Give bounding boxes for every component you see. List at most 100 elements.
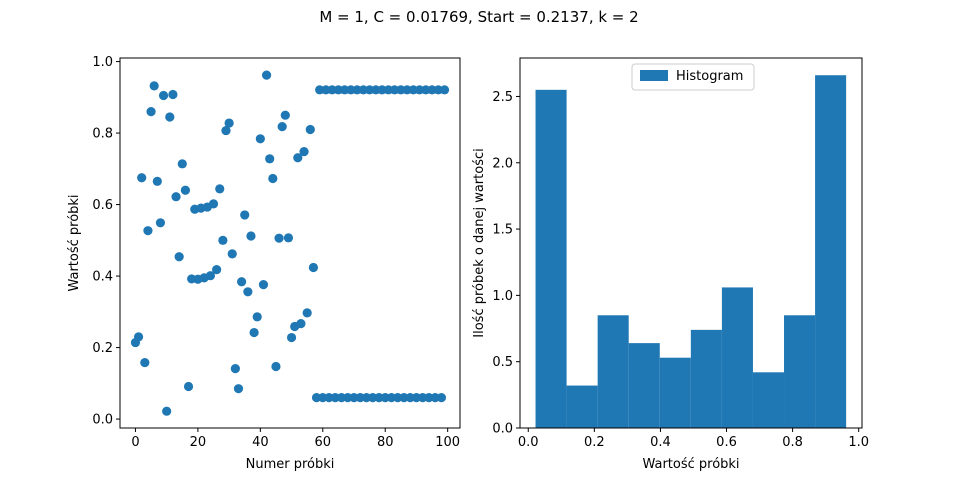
x-tick-label: 40	[252, 435, 269, 450]
histogram-bar	[628, 343, 660, 428]
histogram-bars	[535, 75, 847, 429]
scatter-point	[237, 277, 247, 287]
scatter-plot-ticks: 0 20 40 60 80 100 0.0 0.2 0.4 0.6 0.8 1.0	[92, 55, 460, 450]
histogram-bar	[752, 372, 785, 428]
y-tick-label: 0.5	[492, 355, 513, 370]
scatter-point	[165, 112, 175, 122]
scatter-point	[230, 364, 240, 374]
scatter-point	[277, 122, 287, 132]
histogram-bar	[535, 89, 567, 429]
histogram-bar	[815, 75, 847, 428]
scatter-point	[258, 280, 269, 290]
scatter-point	[286, 332, 297, 343]
y-tick-label: 2.5	[492, 90, 513, 105]
x-tick-label: 0.6	[716, 435, 737, 450]
y-tick-label: 0.0	[492, 422, 513, 437]
scatter-point	[265, 154, 275, 164]
scatter-point	[162, 406, 172, 416]
y-tick-label: 1.0	[492, 289, 513, 304]
x-tick-label: 100	[435, 435, 460, 450]
x-tick-label: 1.0	[848, 435, 869, 450]
histogram-bar	[784, 315, 816, 428]
histogram-bar	[566, 385, 598, 428]
histogram-bar	[659, 357, 691, 428]
scatter-point	[171, 192, 181, 202]
scatter-point	[143, 226, 153, 236]
scatter-point	[149, 81, 159, 91]
scatter-point	[215, 184, 225, 194]
x-tick-label: 0.2	[584, 435, 605, 450]
x-tick-label: 60	[315, 435, 332, 450]
x-tick-label: 0.8	[782, 435, 803, 450]
figure-title: M = 1, C = 0.01769, Start = 0.2137, k = …	[319, 8, 638, 26]
scatter-point	[155, 218, 166, 228]
scatter-plot-points	[130, 70, 450, 416]
scatter-y-axis-label: Wartość próbki	[67, 194, 82, 291]
histogram-legend: Histogram	[631, 63, 755, 91]
scatter-point	[212, 265, 222, 275]
scatter-point	[177, 159, 187, 169]
scatter-x-axis-label: Numer próbki	[246, 457, 335, 472]
scatter-point	[146, 107, 156, 117]
legend-entry-histogram: Histogram	[676, 69, 743, 84]
scatter-point	[439, 85, 450, 95]
histogram-bar	[690, 329, 722, 428]
y-tick-label: 0.6	[92, 198, 113, 213]
histogram-x-axis-label: Wartość próbki	[642, 457, 739, 472]
histogram-bar	[721, 287, 753, 428]
scatter-point	[183, 381, 194, 392]
histogram-y-axis-label: Ilość próbek o danej wartości	[472, 148, 487, 337]
scatter-point	[302, 308, 312, 318]
y-tick-label: 2.0	[492, 156, 513, 171]
scatter-point	[137, 173, 147, 183]
y-tick-label: 0.8	[92, 127, 113, 142]
x-tick-label: 0.4	[650, 435, 671, 450]
scatter-plot-frame	[119, 57, 461, 429]
scatter-point	[221, 125, 231, 136]
scatter-point	[255, 134, 265, 144]
scatter-point	[280, 110, 290, 120]
scatter-point	[140, 357, 150, 368]
scatter-point	[261, 70, 272, 80]
scatter-point	[133, 332, 144, 342]
x-tick-label: 20	[190, 435, 207, 450]
scatter-point	[180, 185, 191, 195]
legend-swatch	[640, 70, 668, 81]
scatter-point	[152, 176, 162, 186]
scatter-plot-axes: 0 20 40 60 80 100 0.0 0.2 0.4 0.6 0.8 1.0 Numer pró…	[67, 55, 461, 472]
scatter-point	[271, 361, 281, 372]
x-tick-label: 0.0	[518, 435, 539, 450]
scatter-point	[246, 231, 256, 241]
scatter-point	[240, 210, 250, 220]
scatter-point	[296, 319, 306, 329]
scatter-point	[243, 287, 253, 297]
scatter-point	[293, 153, 303, 163]
y-tick-label: 0.4	[92, 270, 113, 285]
scatter-point	[168, 89, 178, 100]
histogram-bar	[597, 315, 629, 428]
scatter-point	[158, 90, 169, 101]
scatter-point	[227, 249, 237, 259]
scatter-point	[305, 124, 315, 135]
y-tick-label: 0.0	[92, 413, 113, 428]
scatter-point	[233, 384, 244, 394]
x-tick-label: 0	[131, 435, 139, 450]
scatter-point	[274, 233, 284, 243]
histogram-axes: 0.0 0.2 0.4 0.6 0.8 1.0 0.0 0.5 1.0 1.5 2.0 2.5 War…	[472, 57, 869, 472]
scatter-point	[218, 235, 228, 245]
scatter-point	[268, 173, 278, 184]
y-tick-label: 0.2	[92, 341, 113, 356]
y-tick-label: 1.5	[492, 223, 513, 238]
scatter-point	[283, 233, 294, 243]
scatter-point	[174, 252, 184, 262]
scatter-point	[224, 118, 234, 128]
y-tick-label: 1.0	[92, 55, 113, 70]
histogram-ticks: 0.0 0.2 0.4 0.6 0.8 1.0 0.0 0.5 1.0 1.5 2.0 2.5	[492, 90, 869, 450]
x-tick-label: 80	[377, 435, 394, 450]
histogram-frame	[519, 57, 863, 429]
scatter-point	[249, 327, 259, 338]
scatter-point	[436, 393, 447, 403]
scatter-point	[208, 199, 219, 209]
scatter-point	[205, 271, 215, 281]
